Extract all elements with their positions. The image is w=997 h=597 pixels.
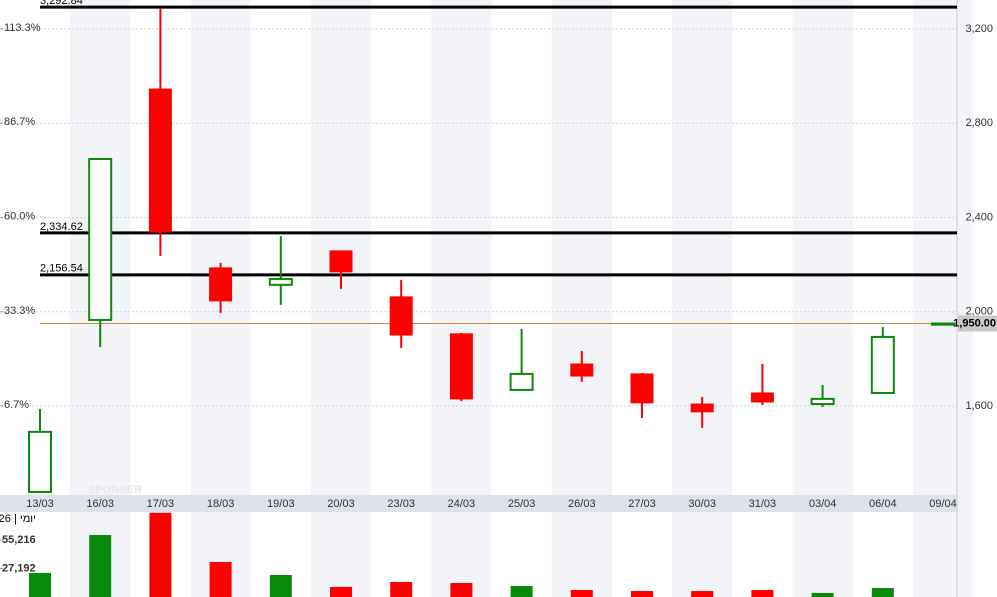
y-tick-label: 2,000 [965,306,993,318]
x-tick-label: 20/03 [327,498,355,510]
last-price-box [958,315,997,332]
volume-bar [450,583,473,597]
volume-bar [89,534,112,597]
x-tick-label: 16/03 [86,498,114,510]
y-tick-label: 1,600 [965,400,993,412]
candle-body [810,397,835,406]
y2-tick-label: 33.3% [4,305,35,317]
level-label: 2,156.54 [40,263,83,275]
candle-body [268,277,293,286]
x-tick-label: 23/03 [387,498,415,510]
candle-body [389,296,413,336]
x-tick-label: 13/03 [26,498,54,510]
y-tick-label: 2,400 [965,211,993,223]
candle-body [690,403,714,413]
volume-bar [811,592,834,597]
candle-body [509,372,534,391]
x-tick-label: 27/03 [628,498,656,510]
volume-bar [570,590,593,597]
volume-bar [149,512,172,597]
volume-tick-label: 55,216 [2,534,36,546]
candle-body [28,430,52,493]
volume-bar [631,591,653,597]
candle-body [209,267,233,302]
volume-bar [510,585,533,597]
volume-bar [390,582,413,597]
volume-bar [871,587,894,597]
x-tick-label: 30/03 [688,498,716,510]
y-tick-label: 3,200 [965,23,993,35]
y2-tick-label: 60.0% [4,210,35,222]
candle-body [449,333,473,400]
candle-body [148,88,172,233]
x-axis-strip [0,495,957,512]
volume-bar [269,575,292,597]
volume-bar [209,562,232,597]
x-tick-label: 25/03 [508,498,536,510]
watermark: SPONSER [88,484,142,496]
volume-bar [29,572,51,597]
x-tick-label: 24/03 [448,498,476,510]
candle-body [88,158,113,321]
candle-body [750,392,774,403]
volume-bar [330,586,352,597]
x-tick-label: 26/03 [568,498,596,510]
candle-body [870,335,895,394]
x-tick-label: 17/03 [147,498,175,510]
x-tick-label: 06/04 [869,498,897,510]
x-tick-label: 19/03 [267,498,295,510]
candle-body [329,250,353,273]
x-tick-label: 03/04 [809,498,837,510]
y-tick-label: 2,800 [965,117,993,129]
candle-body [630,373,654,404]
volume-bar [751,590,774,597]
candle-body [931,322,955,326]
x-tick-label: 31/03 [749,498,777,510]
last-price-label: 1,950.00 [953,317,996,329]
level-label: 2,334.62 [40,221,83,233]
level-label: 3,292.84 [40,0,83,7]
candle-body [570,363,594,377]
caption: יומי | 09/04/2026 | די״אסאייטי | bursagr… [0,512,36,525]
y2-tick-label: 86.7% [4,116,35,128]
y2-tick-label: 6.7% [4,399,29,411]
volume-tick-label: 27,192 [2,562,36,574]
x-tick-label: 09/04 [929,498,957,510]
y2-tick-label: 113.3% [4,22,41,34]
x-tick-label: 18/03 [207,498,235,510]
volume-bar [691,591,714,597]
